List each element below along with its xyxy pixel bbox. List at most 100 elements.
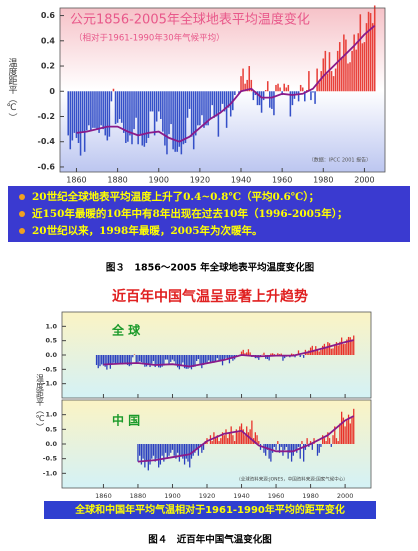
banner bbox=[44, 501, 376, 519]
bar bbox=[164, 444, 167, 453]
bar bbox=[205, 91, 207, 126]
bar bbox=[295, 91, 298, 94]
bar bbox=[230, 355, 232, 359]
bar bbox=[166, 444, 168, 459]
bar bbox=[170, 355, 172, 362]
bar bbox=[158, 444, 160, 468]
y-tick-label: -0.6 bbox=[38, 162, 56, 171]
bar bbox=[102, 355, 105, 366]
bar bbox=[199, 355, 201, 366]
bar bbox=[133, 91, 135, 130]
bar bbox=[192, 91, 195, 150]
bar bbox=[142, 355, 144, 365]
bar bbox=[197, 444, 200, 456]
bar bbox=[258, 355, 260, 360]
bar bbox=[299, 84, 302, 92]
bar bbox=[159, 355, 162, 368]
bar bbox=[308, 71, 310, 92]
bar bbox=[320, 444, 322, 447]
bar bbox=[92, 91, 94, 128]
y-tick-label: 0.5 bbox=[45, 337, 57, 345]
bar bbox=[278, 354, 281, 355]
x-tick-label: 1900 bbox=[149, 176, 169, 185]
bar bbox=[334, 426, 336, 444]
source-note: （数据：IPCC 2001 报告） bbox=[309, 157, 371, 164]
bar bbox=[102, 91, 104, 130]
bar bbox=[67, 91, 69, 136]
bar bbox=[157, 91, 160, 112]
bar bbox=[109, 355, 111, 369]
bar bbox=[357, 33, 360, 92]
bar bbox=[273, 354, 275, 355]
bar bbox=[347, 63, 349, 92]
bar bbox=[296, 444, 298, 453]
bar bbox=[120, 355, 122, 364]
x-tick-label: 1940 bbox=[231, 176, 251, 185]
bar bbox=[220, 355, 222, 361]
bar bbox=[168, 91, 170, 135]
bar bbox=[116, 355, 118, 364]
bar bbox=[270, 353, 272, 355]
bar bbox=[306, 90, 308, 92]
bar bbox=[178, 444, 181, 462]
bar bbox=[266, 444, 269, 450]
bar bbox=[214, 355, 217, 362]
bar bbox=[104, 355, 106, 367]
y-tick-label: -0.4 bbox=[38, 137, 56, 146]
bar bbox=[220, 438, 222, 444]
bar bbox=[265, 444, 267, 456]
bar bbox=[297, 350, 300, 355]
bar bbox=[208, 355, 210, 361]
bar bbox=[161, 444, 163, 456]
bar bbox=[330, 444, 332, 447]
bar bbox=[140, 444, 143, 465]
bar bbox=[131, 91, 133, 145]
y-axis-label: 温度距平（℃） bbox=[7, 58, 18, 122]
bar bbox=[273, 444, 275, 447]
bar bbox=[108, 91, 111, 137]
bar bbox=[244, 353, 246, 355]
bar bbox=[137, 355, 139, 363]
bar bbox=[263, 352, 265, 355]
bar bbox=[166, 355, 168, 360]
bar bbox=[260, 91, 263, 113]
bar bbox=[289, 91, 292, 117]
bar bbox=[258, 91, 261, 106]
bar bbox=[351, 339, 353, 355]
bar bbox=[180, 355, 182, 365]
bar bbox=[320, 349, 322, 355]
bar bbox=[177, 444, 179, 453]
bar bbox=[221, 91, 224, 104]
bar bbox=[132, 355, 134, 358]
bar bbox=[176, 91, 179, 152]
bar bbox=[342, 417, 345, 444]
bar bbox=[347, 336, 350, 355]
x-tick-label: 1920 bbox=[199, 492, 216, 500]
bar bbox=[175, 355, 177, 365]
bar bbox=[145, 444, 148, 462]
bar bbox=[184, 91, 187, 143]
bar bbox=[196, 355, 198, 362]
bar bbox=[107, 355, 110, 365]
bar bbox=[123, 355, 125, 363]
bar bbox=[111, 355, 113, 364]
bar bbox=[343, 34, 345, 92]
bar bbox=[77, 91, 80, 143]
bullet-text: 20世纪以来，1998年最暖，2005年为次暖年。 bbox=[32, 224, 263, 237]
bar bbox=[344, 343, 346, 355]
bar bbox=[282, 355, 284, 361]
bar bbox=[202, 355, 205, 366]
bar bbox=[73, 91, 76, 133]
bar bbox=[182, 444, 184, 459]
bar bbox=[120, 91, 123, 123]
bar bbox=[168, 444, 170, 456]
caption: 图４ 近百年中国气温变化图 bbox=[148, 534, 272, 546]
bar bbox=[79, 91, 82, 156]
bar bbox=[365, 23, 368, 92]
bar bbox=[363, 42, 366, 92]
bar bbox=[192, 444, 194, 456]
bar bbox=[211, 91, 213, 106]
bar bbox=[129, 91, 131, 136]
bar bbox=[258, 441, 260, 444]
bar bbox=[194, 444, 196, 453]
